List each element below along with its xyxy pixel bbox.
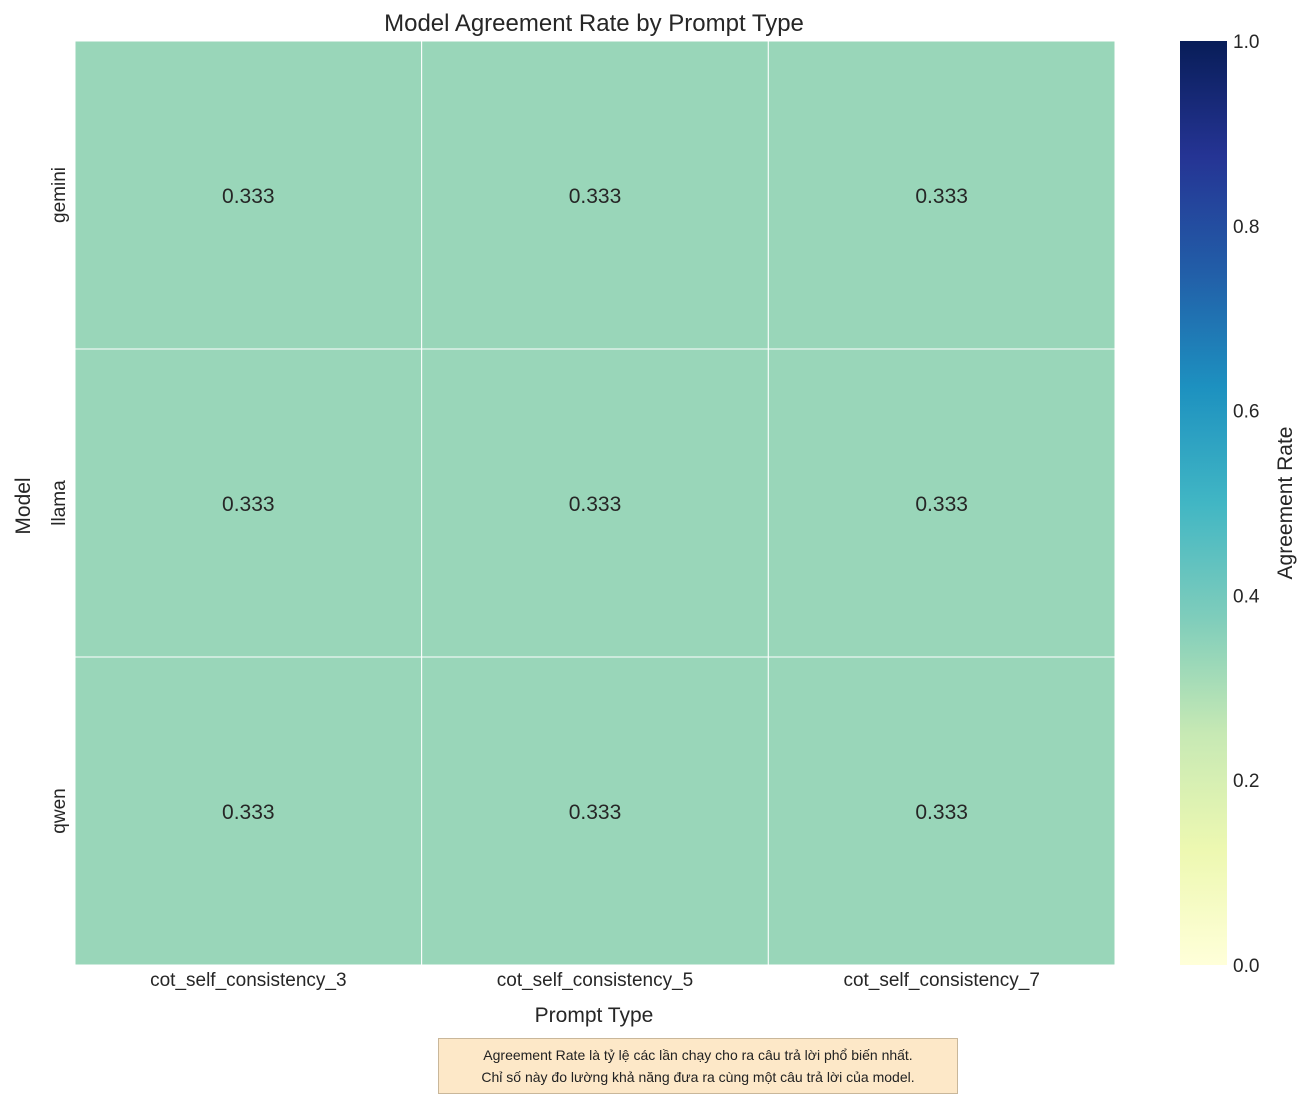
colorbar-tick-label: 1.0 — [1233, 32, 1259, 53]
colorbar-tick-label: 0.4 — [1233, 586, 1260, 607]
colorbar-tick-label: 0.0 — [1233, 956, 1259, 977]
colorbar-tick-labels: 0.0 0.2 0.4 0.6 0.8 1.0 — [1233, 32, 1260, 977]
heatmap-cell — [421, 348, 769, 658]
chart-title: Model Agreement Rate by Prompt Type — [384, 10, 804, 37]
cell-value-label: 0.333 — [569, 801, 622, 824]
heatmap-cell — [767, 656, 1116, 966]
cell-value-label: 0.333 — [569, 493, 622, 516]
cell-value-label: 0.333 — [222, 493, 275, 516]
x-tick-label: cot_self_consistency_3 — [150, 970, 346, 991]
cell-value-label: 0.333 — [915, 185, 968, 208]
heatmap-cell — [767, 40, 1116, 350]
colorbar-label: Agreement Rate — [1274, 427, 1297, 580]
heatmap-cells: 0.333 0.333 0.333 0.333 0.333 0.333 0.333 0.333… — [74, 40, 1116, 966]
heatmap-cell — [767, 348, 1116, 658]
y-tick-label: llama — [49, 480, 70, 526]
cell-value-label: 0.333 — [915, 801, 968, 824]
colorbar-tick-label: 0.6 — [1233, 402, 1259, 423]
y-tick-labels: gemini llama qwen — [49, 167, 70, 834]
cell-value-label: 0.333 — [222, 185, 275, 208]
cell-value-label: 0.333 — [222, 801, 275, 824]
cell-value-label: 0.333 — [569, 185, 622, 208]
x-tick-label: cot_self_consistency_7 — [843, 970, 1039, 991]
heatmap-cell — [74, 40, 423, 350]
heatmap-cell — [421, 40, 769, 350]
heatmap-cell — [421, 656, 769, 966]
note-line-2: Chỉ số này đo lường khả năng đưa ra cùng… — [481, 1069, 915, 1085]
note-line-1: Agreement Rate là tỷ lệ các lần chạy cho… — [483, 1047, 913, 1063]
y-tick-label: gemini — [49, 167, 70, 223]
x-tick-label: cot_self_consistency_5 — [497, 970, 693, 991]
heatmap-cell — [74, 348, 423, 658]
x-tick-labels: cot_self_consistency_3 cot_self_consisten… — [150, 970, 1040, 991]
colorbar — [1180, 41, 1227, 965]
heatmap-cell — [74, 656, 423, 966]
y-axis-label: Model — [12, 477, 35, 534]
y-tick-label: qwen — [49, 788, 70, 833]
colorbar-tick-label: 0.2 — [1233, 771, 1259, 792]
x-axis-label: Prompt Type — [535, 1004, 654, 1027]
cell-value-label: 0.333 — [915, 493, 968, 516]
note-box: Agreement Rate là tỷ lệ các lần chạy cho… — [438, 1038, 958, 1094]
colorbar-tick-label: 0.8 — [1233, 217, 1259, 238]
